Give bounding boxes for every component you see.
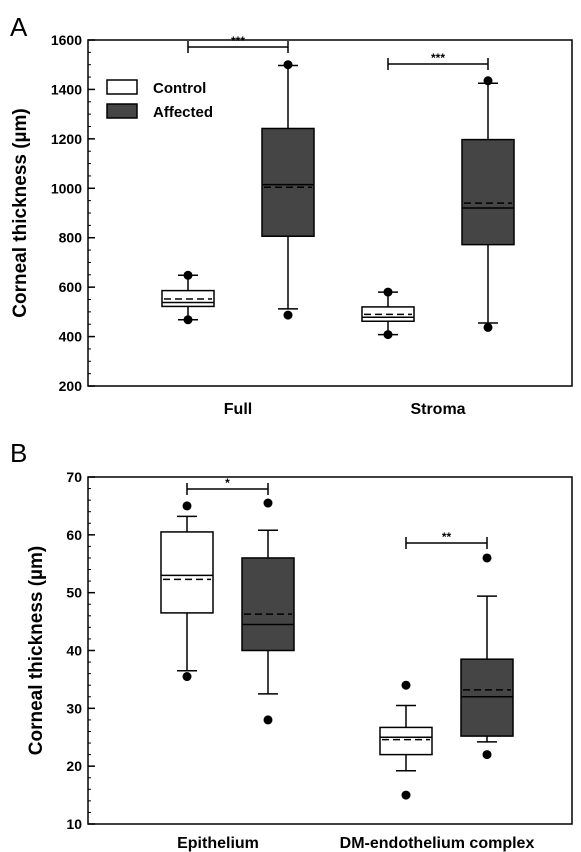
box-control-dm-endothelium-complex: [379, 680, 433, 800]
significance-bracket: **: [405, 530, 488, 549]
legend-label-affected: Affected: [153, 104, 213, 121]
box-control-epithelium: [160, 501, 214, 682]
outlier-point: [483, 322, 493, 332]
outlier-point: [263, 498, 273, 508]
outlier-point: [482, 750, 492, 760]
significance-bracket: *: [186, 476, 269, 495]
y-tick-label: 200: [59, 378, 83, 394]
y-tick-label: 1200: [51, 131, 82, 147]
box-iqr: [461, 138, 515, 246]
panel-letter: A: [10, 12, 28, 42]
panel-b: B 10 20 30 40 50 60 70 Corneal thickness (µm) Epi…: [10, 438, 573, 852]
plot-frame: [87, 476, 573, 825]
y-tick-label: 1400: [51, 81, 82, 97]
box-control-full: [161, 270, 215, 325]
y-tick-label: 40: [66, 643, 82, 659]
y-tick-label: 70: [66, 469, 82, 485]
significance-label: **: [442, 530, 452, 544]
legend: Control Affected: [106, 79, 213, 121]
box-control-stroma: [361, 287, 415, 340]
outlier-point: [182, 672, 192, 682]
y-tick-label: 10: [66, 816, 82, 832]
y-tick-label: 400: [59, 329, 83, 345]
outlier-point: [183, 270, 193, 280]
y-tick-label: 800: [59, 230, 83, 246]
y-tick-label: 1600: [51, 32, 82, 48]
significance-bracket: ***: [387, 51, 489, 70]
box-affected-epithelium: [241, 498, 295, 725]
box-iqr: [241, 557, 295, 652]
significance-bracket: ***: [187, 34, 289, 53]
box-iqr: [379, 726, 433, 756]
box-iqr: [160, 531, 214, 614]
legend-swatch-control: [106, 79, 138, 95]
box-iqr: [460, 658, 514, 737]
y-tick-label: 60: [66, 527, 82, 543]
legend-label-control: Control: [153, 80, 206, 97]
outlier-point: [183, 315, 193, 325]
box-affected-dm-endothelium-complex: [460, 553, 514, 760]
box-iqr: [261, 127, 315, 237]
significance-label: ***: [431, 51, 445, 65]
outlier-point: [482, 553, 492, 563]
panel-letter: B: [10, 438, 27, 468]
significance-label: *: [225, 476, 230, 490]
y-tick-label: 20: [66, 758, 82, 774]
legend-swatch-affected: [106, 103, 138, 119]
category-label: Stroma: [410, 401, 465, 418]
category-label: Epithelium: [177, 835, 259, 852]
box-affected-full: [261, 60, 315, 320]
category-label: Full: [224, 401, 252, 418]
y-tick-label: 30: [66, 700, 82, 716]
y-tick-label: 1000: [51, 180, 82, 196]
y-axis-label: Corneal thickness (µm): [26, 546, 47, 755]
outlier-point: [283, 310, 293, 320]
outlier-point: [401, 790, 411, 800]
outlier-point: [383, 330, 393, 340]
outlier-point: [483, 76, 493, 86]
y-axis-label: Corneal thickness (µm): [10, 108, 31, 317]
outlier-point: [182, 501, 192, 511]
y-tick-label: 600: [59, 279, 83, 295]
significance-label: ***: [231, 34, 245, 48]
outlier-point: [401, 680, 411, 690]
y-tick-label: 50: [66, 585, 82, 601]
outlier-point: [383, 287, 393, 297]
category-label: DM-endothelium complex: [340, 835, 535, 852]
panel-a: A 200 400 600 800 1000 1200 1400 1600 Corneal thi…: [10, 12, 573, 418]
outlier-point: [283, 60, 293, 70]
outlier-point: [263, 715, 273, 725]
box-affected-stroma: [461, 76, 515, 332]
